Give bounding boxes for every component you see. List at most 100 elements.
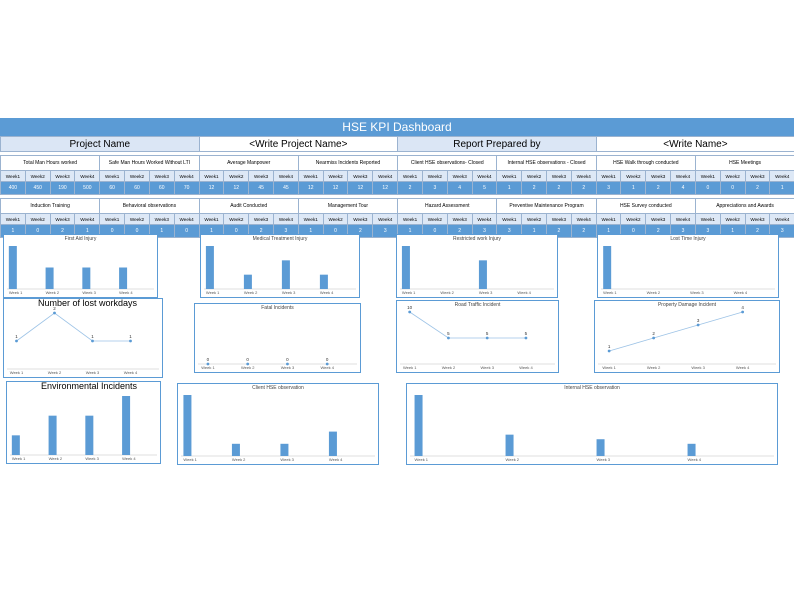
chart-title: Property Damage Incident [657, 302, 717, 308]
tick-label: Week 2 [241, 365, 255, 370]
week-label: Week1 [397, 170, 423, 182]
metric-value-cell[interactable]: 450 [24, 181, 51, 195]
project-name-label: Project Name [0, 136, 200, 152]
metric-label: Audit Conducted [198, 198, 299, 214]
chart-restricted-work-injury: Restricted work Injury Week 1 Week 2 Week 3… [396, 234, 558, 298]
metric-value-cell[interactable]: 12 [372, 181, 399, 195]
tick-label: Week 4 [320, 290, 334, 295]
week-label: Week2 [620, 170, 647, 182]
tick-label: Week 3 [280, 457, 294, 462]
tick-label: Week 4 [688, 457, 702, 462]
metric-value-cell[interactable]: 4 [670, 181, 696, 195]
report-prepared-value[interactable]: <Write Name> [595, 136, 794, 152]
metric-value-cell[interactable]: 1 [620, 181, 647, 195]
week-label: Week3 [347, 170, 374, 182]
metric-value-cell[interactable]: 60 [148, 181, 175, 195]
data-point [246, 362, 250, 366]
metric-value-cell[interactable]: 3 [595, 181, 622, 195]
week-label: Week1 [595, 213, 622, 225]
tick-label: Week 3 [691, 365, 705, 370]
data-label: 2 [53, 306, 56, 311]
chart-title: Fatal Incidents [261, 305, 294, 311]
metric-value-cell[interactable]: 0 [173, 224, 200, 238]
metric-value-cell[interactable]: 3 [421, 181, 448, 195]
chart-plot: Week 1 Week 2 Week 3 Week 4 1 2 3 4 [598, 305, 776, 370]
chart-plot: Week 1 Week 2 Week 3 Week 4 1 2 1 1 [7, 306, 159, 375]
metric-value-cell[interactable]: 12 [223, 181, 250, 195]
week-label: Week3 [645, 170, 672, 182]
metric-value-cell[interactable]: 2 [521, 181, 548, 195]
data-point [206, 362, 210, 366]
tick-label: Week 2 [244, 290, 258, 295]
chart-medical-treatment-injury: Medical Treatment Injury Week 1 Week 2 Week… [200, 234, 360, 298]
tick-label: Week 3 [282, 290, 296, 295]
week-label: Week1 [694, 213, 721, 225]
week-label: Week2 [421, 213, 448, 225]
week-label: Week2 [421, 170, 448, 182]
metric-value-cell[interactable]: 4 [446, 181, 473, 195]
metric-value-cell[interactable]: 3 [372, 224, 399, 238]
metric-value-cell[interactable]: 2 [744, 181, 771, 195]
chart-title: Environmental Incidents [41, 381, 138, 391]
tick-label: Week 4 [329, 457, 343, 462]
bar [280, 443, 289, 456]
tick-label: Week 1 [206, 290, 220, 295]
metric-value-cell[interactable]: 0 [719, 181, 746, 195]
metric-value-cell[interactable]: 2 [645, 181, 672, 195]
tick-label: Week 2 [46, 290, 60, 295]
metric-value-cell[interactable]: 70 [173, 181, 200, 195]
metric-value-cell[interactable]: 0 [694, 181, 721, 195]
week-label: Week3 [446, 213, 473, 225]
metric-value-cell[interactable]: 400 [0, 181, 26, 195]
tick-label: Week 4 [519, 365, 533, 370]
chart-plot: Week 1 Week 2 Week 3 Week 4 [7, 246, 154, 295]
metric-value-cell[interactable]: 1 [496, 181, 523, 195]
metric-value-cell[interactable]: 500 [74, 181, 101, 195]
metric-value-cell[interactable]: 2 [546, 181, 572, 195]
week-label: Week4 [471, 213, 498, 225]
tick-label: Week 2 [48, 370, 62, 375]
kpi-table: Project Name <Write Project Name> Report… [0, 136, 794, 238]
chart-fatal-incidents: Fatal Incidents Week 1 Week 2 Week 3 Week 4 0… [194, 303, 361, 373]
data-point [607, 349, 611, 353]
chart-plot: Week 1 Week 2 Week 3 Week 4 [400, 246, 554, 295]
tick-label: Week 2 [232, 457, 246, 462]
tick-label: Week 3 [85, 456, 99, 461]
metric-value-cell[interactable]: 190 [49, 181, 76, 195]
bar [596, 439, 605, 456]
tick-label: Week 1 [603, 290, 617, 295]
data-point [15, 339, 18, 343]
metric-value-cell[interactable]: 45 [273, 181, 299, 195]
tick-label: Week 4 [124, 370, 138, 375]
metric-value-cell[interactable]: 12 [347, 181, 374, 195]
metric-value-cell[interactable]: 2 [570, 181, 597, 195]
metric-value-cell[interactable]: 2 [397, 181, 423, 195]
metric-value-cell[interactable]: 60 [99, 181, 126, 195]
week-label: Week4 [670, 170, 696, 182]
week-label: Week1 [0, 170, 26, 182]
project-name-value[interactable]: <Write Project Name> [198, 136, 399, 152]
data-label: 0 [246, 357, 249, 362]
data-label: 10 [407, 305, 413, 310]
metric-label-row: Induction Training Behavioral observation… [0, 198, 794, 214]
metric-value-cell[interactable]: 45 [248, 181, 275, 195]
metric-value-cell[interactable]: 12 [297, 181, 324, 195]
week-label: Week4 [273, 213, 299, 225]
data-label: 5 [447, 331, 450, 336]
metric-value-cell[interactable]: 12 [322, 181, 349, 195]
tick-label: Week 2 [440, 290, 454, 295]
report-prepared-label: Report Prepared by [397, 136, 597, 152]
metric-value-cell[interactable]: 2 [570, 224, 597, 238]
tick-label: Week 1 [415, 457, 429, 462]
metric-value-cell[interactable]: 60 [124, 181, 150, 195]
week-label: Week1 [694, 170, 721, 182]
metric-value-cell[interactable]: 1 [769, 181, 794, 195]
data-point [325, 362, 329, 366]
metric-value-cell[interactable]: 5 [471, 181, 498, 195]
bar [603, 246, 612, 289]
metric-label: Appreciations and Awards [694, 198, 794, 214]
metric-label: Nearmiss Incidents Reported [297, 155, 399, 171]
metric-value-cell[interactable]: 12 [198, 181, 225, 195]
chart-title: Restricted work Injury [452, 236, 502, 242]
